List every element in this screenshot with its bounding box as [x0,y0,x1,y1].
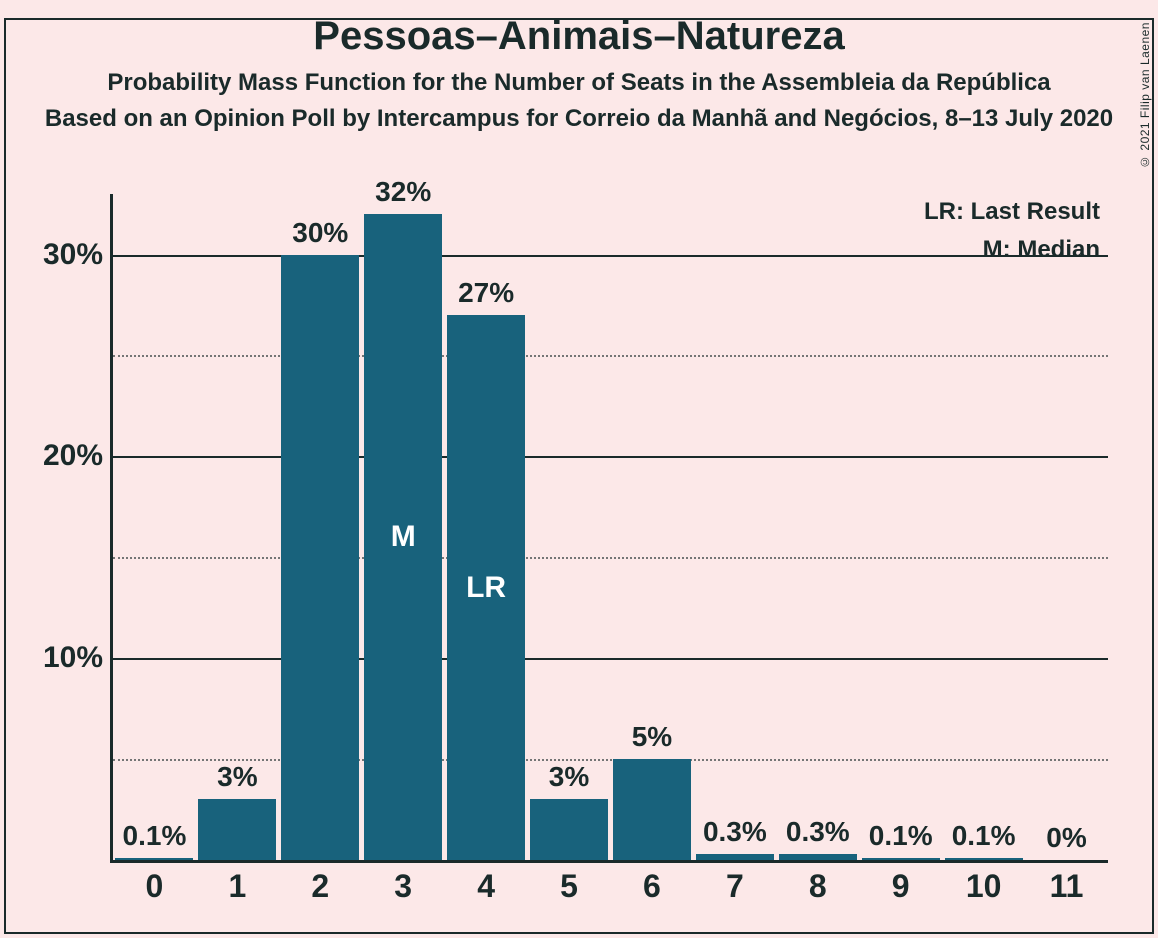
bar-value-label: 3% [549,761,589,793]
x-tick-label: 4 [477,868,495,905]
bar: 27%LR [447,315,525,860]
gridline-major [113,456,1108,458]
gridline-minor [113,759,1108,761]
bar: 0.1% [115,858,193,860]
x-tick-label: 11 [1050,868,1084,905]
x-tick-label: 5 [560,868,578,905]
x-tick-label: 10 [966,868,1002,905]
chart-area: LR: Last Result M: Median 10%20%30%0.1%0… [35,194,1123,918]
bar-value-label: 0% [1046,822,1086,854]
bar-value-label: 0.3% [703,816,767,848]
x-tick-label: 8 [809,868,827,905]
bar-value-label: 30% [292,217,348,249]
bar-value-label: 0.1% [123,820,187,852]
legend-median: M: Median [983,236,1100,264]
x-tick-label: 3 [394,868,412,905]
bar: 0.3% [779,854,857,860]
bar-value-label: 27% [458,277,514,309]
bar-value-label: 0.1% [869,820,933,852]
legend-last-result: LR: Last Result [924,198,1100,226]
bar-value-label: 3% [217,761,257,793]
bar: 0.1% [945,858,1023,860]
x-tick-label: 7 [726,868,744,905]
x-tick-label: 0 [146,868,164,905]
gridline-major [113,658,1108,660]
x-tick-label: 6 [643,868,661,905]
bar-annotation: M [391,520,416,554]
y-tick-label: 10% [43,641,103,675]
gridline-minor [113,557,1108,559]
bar-value-label: 5% [632,721,672,753]
bar: 32%M [364,214,442,860]
bar: 0.3% [696,854,774,860]
bar-value-label: 32% [375,176,431,208]
gridline-minor [113,355,1108,357]
gridline-major [113,255,1108,257]
bar: 3% [530,799,608,860]
bar-value-label: 0.1% [952,820,1016,852]
bar: 0.1% [862,858,940,860]
y-tick-label: 30% [43,238,103,272]
bar-value-label: 0.3% [786,816,850,848]
y-tick-label: 20% [43,439,103,473]
bar: 30% [281,255,359,860]
x-tick-label: 2 [311,868,329,905]
plot-region: LR: Last Result M: Median 10%20%30%0.1%0… [110,194,1108,863]
x-tick-label: 1 [228,868,246,905]
copyright-text: © 2021 Filip van Laenen [1138,22,1152,169]
bar-annotation: LR [466,571,506,605]
x-tick-label: 9 [892,868,910,905]
bar: 3% [198,799,276,860]
bar: 5% [613,759,691,860]
